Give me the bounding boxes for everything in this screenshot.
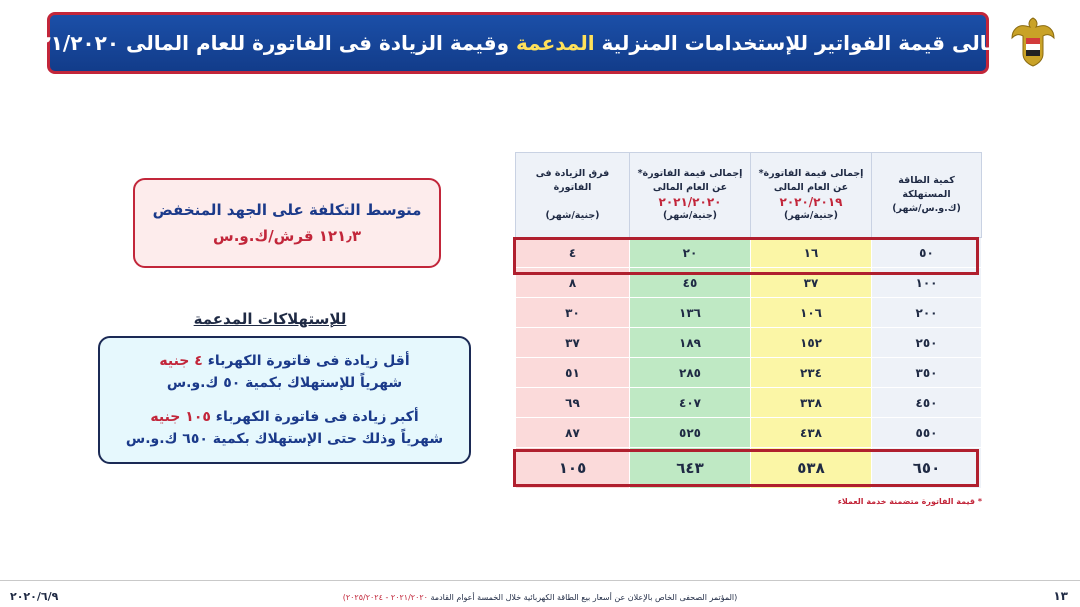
cell-energy: ٢٥٠	[871, 327, 982, 358]
header-bill-2020-unit: (جنية/شهر)	[662, 210, 718, 221]
cell-increase: ٣٠	[515, 297, 630, 328]
header-energy: كمية الطاقة المستهلكة (ك.و.س/شهر)	[871, 152, 982, 238]
cell-bill-2020: ٦٤٣	[629, 447, 751, 489]
cell-bill-2019: ١٥٢	[750, 327, 872, 358]
min-increase-amount: ٤ جنيه	[159, 353, 203, 369]
cell-energy: ٦٥٠	[871, 447, 982, 489]
cell-energy: ٢٠٠	[871, 297, 982, 328]
cell-bill-2020: ٢٠	[629, 237, 751, 268]
max-increase-amount: ١٠٥ جنيه	[150, 409, 211, 425]
header-bill-2019-line-1: إجمالى قيمة الفاتورة*	[758, 168, 864, 179]
table-row: ٢٠٠ ١٠٦ ١٣٦ ٣٠	[515, 297, 982, 328]
min-increase-line-1: أقل زيادة فى فاتورة الكهرباء ٤ جنيه	[159, 350, 409, 372]
header-bill-2020-year: ٢٠٢١/٢٠٢٠	[658, 195, 722, 209]
table-footnote: * قيمة الفاتورة متضمنة خدمة العملاء	[837, 497, 982, 506]
title-highlight: المدعمة	[516, 31, 595, 55]
cell-bill-2020: ٢٨٥	[629, 357, 751, 388]
header-bill-2020-line-1: إجمالى قيمة الفاتورة*	[637, 168, 743, 179]
footer-caption: (المؤتمر الصحفى الخاص بالإعلان عن أسعار …	[280, 593, 800, 602]
average-cost-box: متوسط التكلفة على الجهد المنخفض ١٢١٫٣ قر…	[133, 178, 441, 268]
cell-increase: ٤	[515, 237, 630, 268]
title-part-1: إجمالى قيمة الفواتير للإستخدامات المنزلي…	[594, 31, 1022, 55]
cell-bill-2019: ١٠٦	[750, 297, 872, 328]
average-cost-value: ١٢١٫٣ قرش/ك.و.س	[213, 227, 361, 245]
cell-bill-2020: ١٨٩	[629, 327, 751, 358]
table-row: ١٠٠ ٣٧ ٤٥ ٨	[515, 267, 982, 298]
cell-increase: ٦٩	[515, 387, 630, 418]
header-increase: فرق الزيادة فى الفاتورة (جنية/شهر)	[515, 152, 630, 238]
page-number: ١٣	[1053, 589, 1068, 603]
header-bill-2019-unit: (جنية/شهر)	[783, 210, 839, 221]
table-row: ٥٠ ١٦ ٢٠ ٤	[515, 237, 982, 268]
cell-energy: ٤٥٠	[871, 387, 982, 418]
header-bill-2019-year: ٢٠٢٠/٢٠١٩	[779, 195, 843, 209]
cell-increase: ١٠٥	[515, 447, 630, 489]
header-increase-line-1: فرق الزيادة فى	[535, 168, 610, 179]
title-part-2: وقيمة الزيادة فى الفاتورة للعام المالى ٢…	[14, 31, 517, 55]
header-increase-unit: (جنية/شهر)	[545, 210, 600, 221]
header-bill-2020-line-2: عن العام المالى	[652, 182, 728, 193]
eagle-emblem-icon	[1011, 17, 1055, 67]
average-cost-label: متوسط التكلفة على الجهد المنخفض	[152, 201, 422, 219]
subsidized-heading: للإستهلاكات المدعمة	[193, 310, 347, 328]
cell-bill-2019: ٢٣٤	[750, 357, 872, 388]
min-increase-line-2: شهرياً للإستهلاك بكمية ٥٠ ك.و.س	[166, 375, 403, 391]
max-increase-line-1: أكبر زيادة فى فاتورة الكهرباء ١٠٥ جنيه	[150, 406, 418, 428]
cell-bill-2020: ٥٢٥	[629, 417, 751, 448]
cell-energy: ٥٠	[871, 237, 982, 268]
cell-energy: ١٠٠	[871, 267, 982, 298]
cell-bill-2019: ١٦	[750, 237, 872, 268]
table-row: ٦٥٠ ٥٣٨ ٦٤٣ ١٠٥	[515, 447, 982, 489]
header-energy-line-1: كمية الطاقة	[898, 175, 955, 186]
cell-increase: ٨٧	[515, 417, 630, 448]
cell-bill-2020: ٤٥	[629, 267, 751, 298]
cell-bill-2019: ٥٣٨	[750, 447, 872, 489]
cell-increase: ٣٧	[515, 327, 630, 358]
bills-table: كمية الطاقة المستهلكة (ك.و.س/شهر) إجمالى…	[515, 152, 982, 489]
footer-text: (المؤتمر الصحفى الخاص بالإعلان عن أسعار …	[427, 593, 738, 602]
cell-energy: ٥٥٠	[871, 417, 982, 448]
header-bill-2020: إجمالى قيمة الفاتورة* عن العام المالى ٢٠…	[629, 152, 751, 238]
max-increase-line-2: شهرياً وذلك حتى الإستهلاك بكمية ٦٥٠ ك.و.…	[125, 431, 444, 447]
cell-energy: ٣٥٠	[871, 357, 982, 388]
header-increase-line-2: الفاتورة	[553, 182, 592, 193]
cell-bill-2019: ٤٣٨	[750, 417, 872, 448]
footer-years: ٢٠٢١/٢٠٢٠ - ٢٠٢٥/٢٠٢٤)	[342, 593, 428, 602]
footer-divider	[0, 580, 1080, 581]
header-increase-spacer	[516, 195, 629, 209]
cell-bill-2019: ٣٧	[750, 267, 872, 298]
table-row: ٤٥٠ ٣٣٨ ٤٠٧ ٦٩	[515, 387, 982, 418]
table-row: ٥٥٠ ٤٣٨ ٥٢٥ ٨٧	[515, 417, 982, 448]
slide-title: إجمالى قيمة الفواتير للإستخدامات المنزلي…	[14, 31, 1022, 55]
max-increase-text: أكبر زيادة فى فاتورة الكهرباء	[210, 409, 419, 425]
cell-increase: ٨	[515, 267, 630, 298]
cell-bill-2020: ٤٠٧	[629, 387, 751, 418]
table-row: ٣٥٠ ٢٣٤ ٢٨٥ ٥١	[515, 357, 982, 388]
header-bill-2019: إجمالى قيمة الفاتورة* عن العام المالى ٢٠…	[750, 152, 872, 238]
slide-title-banner: إجمالى قيمة الفواتير للإستخدامات المنزلي…	[14, 12, 1022, 74]
cell-increase: ٥١	[515, 357, 630, 388]
slide-date: ٢٠٢٠/٦/٩	[10, 590, 59, 603]
header-energy-line-2: المستهلكة	[902, 189, 951, 200]
table-row: ٢٥٠ ١٥٢ ١٨٩ ٣٧	[515, 327, 982, 358]
cell-bill-2020: ١٣٦	[629, 297, 751, 328]
min-increase-text: أقل زيادة فى فاتورة الكهرباء	[202, 353, 410, 369]
increase-summary-box: أقل زيادة فى فاتورة الكهرباء ٤ جنيه شهري…	[98, 336, 471, 464]
header-energy-unit: (ك.و.س/شهر)	[892, 203, 961, 214]
table-header-row: كمية الطاقة المستهلكة (ك.و.س/شهر) إجمالى…	[515, 152, 982, 238]
cell-bill-2019: ٣٣٨	[750, 387, 872, 418]
header-bill-2019-line-2: عن العام المالى	[773, 182, 849, 193]
